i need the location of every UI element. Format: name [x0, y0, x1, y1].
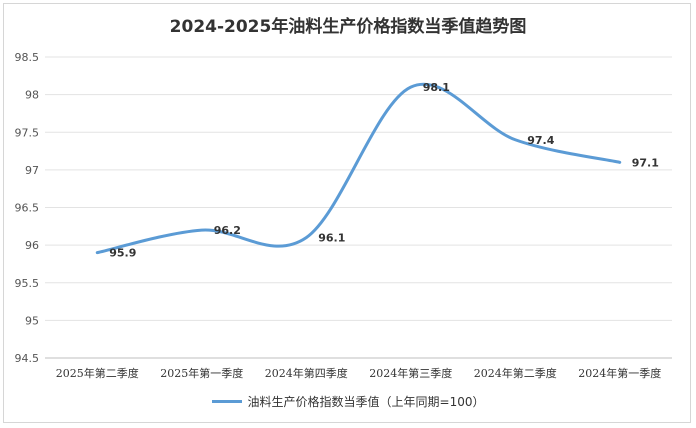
- y-tick-label: 98.5: [15, 51, 40, 64]
- data-label: 98.1: [423, 81, 450, 94]
- x-tick-label: 2025年第二季度: [56, 366, 139, 380]
- x-tick-label: 2024年第二季度: [474, 366, 557, 380]
- chart-frame: [3, 3, 691, 423]
- data-label: 96.2: [214, 224, 241, 237]
- data-labels: 95.9 96.2 96.1 98.1 97.4 97.1: [109, 81, 659, 260]
- y-tick-label: 94.5: [15, 352, 40, 365]
- x-tick-label: 2024年第四季度: [265, 366, 348, 380]
- y-tick-label: 97.5: [15, 126, 40, 139]
- legend-swatch: [211, 400, 242, 403]
- gridlines: [45, 56, 672, 359]
- series-layer: [95, 82, 622, 255]
- legend: 油料生产价格指数当季值（上年同期=100）: [0, 393, 696, 410]
- series-line: [95, 82, 622, 255]
- data-label: 97.4: [527, 134, 554, 147]
- y-tick-label: 98: [25, 89, 39, 102]
- y-tick-label: 96.5: [15, 202, 40, 215]
- y-axis: 94.5 95 95.5 96 96.5 97 97.5 98 98.5: [15, 51, 40, 365]
- data-label: 97.1: [632, 156, 659, 169]
- legend-label: 油料生产价格指数当季值（上年同期=100）: [247, 395, 485, 409]
- y-tick-label: 96: [25, 239, 39, 252]
- data-label: 95.9: [109, 247, 136, 260]
- chart-title: 2024-2025年油料生产价格指数当季值趋势图: [169, 17, 527, 37]
- x-tick-label: 2024年第一季度: [578, 366, 661, 380]
- x-tick-label: 2024年第三季度: [369, 366, 452, 380]
- x-tick-label: 2025年第一季度: [160, 366, 243, 380]
- y-tick-label: 95: [25, 314, 39, 327]
- data-label: 96.1: [318, 232, 345, 245]
- y-tick-label: 95.5: [15, 277, 40, 290]
- x-axis: 2025年第二季度 2025年第一季度 2024年第四季度 2024年第三季度 2024…: [56, 366, 662, 380]
- y-tick-label: 97: [25, 164, 39, 177]
